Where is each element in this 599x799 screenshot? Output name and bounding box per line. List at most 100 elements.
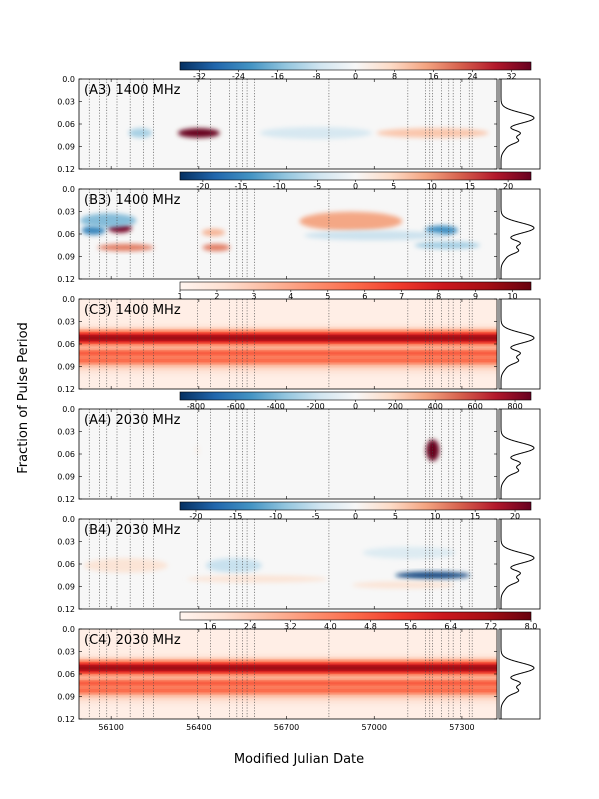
colorbar-tick-label: 9 — [473, 292, 478, 301]
heatmap-row — [79, 318, 497, 321]
x-axis — [110, 409, 463, 499]
heatmap-row — [79, 360, 497, 363]
heatmap-row — [79, 369, 497, 372]
colorbar-gradient — [179, 281, 532, 291]
y-tick-label: 0.12 — [57, 275, 75, 284]
heatmap-row — [79, 351, 497, 354]
y-tick-label: 0.0 — [62, 185, 75, 194]
y-tick-label: 0.12 — [57, 385, 75, 394]
heatmap-row — [79, 716, 497, 718]
x-axis: 56100 56400 56700 57000 57300 — [98, 629, 475, 732]
y-tick-label: 0.03 — [57, 98, 75, 107]
profile-panel — [498, 298, 541, 390]
heatmap-row — [79, 671, 497, 673]
heatmap-row — [79, 665, 497, 667]
heatmap-row — [79, 302, 497, 304]
colorbar-tick-label: 16 — [428, 72, 438, 81]
heatmap-feature — [128, 128, 153, 138]
heatmap-row — [79, 344, 497, 346]
y-tick-label: 0.06 — [57, 120, 75, 129]
y-tick-label: 0.03 — [57, 428, 75, 437]
heatmap-row — [79, 639, 497, 642]
colorbar-tick-label: 800 — [507, 402, 522, 411]
heatmap-row — [79, 303, 497, 306]
heatmap-row — [79, 381, 497, 384]
heatmap-row — [79, 350, 497, 352]
heatmap-row — [79, 356, 497, 358]
heatmap-row — [79, 383, 497, 385]
heatmap-row — [79, 377, 497, 379]
y-tick-label: 0.12 — [57, 715, 75, 724]
heatmap-row — [79, 636, 497, 639]
heatmap-row — [79, 347, 497, 349]
colorbar-tick-label: 0 — [353, 182, 358, 191]
heatmap-row — [79, 713, 497, 715]
observation-epochs — [88, 519, 473, 609]
colorbar-tick-label: 3 — [251, 292, 256, 301]
heatmap-row — [79, 329, 497, 331]
heatmap-row — [79, 641, 497, 643]
heatmap-row — [79, 698, 497, 700]
panel-5: -20 -15 -10 -5 0 5 10 15 20 0.0 0.03 0.06 0.09 0.12 (B… — [57, 501, 541, 614]
colorbar-tick-label: 8 — [392, 72, 397, 81]
heatmap-row — [79, 689, 497, 691]
heatmap-row — [79, 711, 497, 714]
heatmap-feature — [259, 127, 372, 139]
heatmap-feature — [299, 211, 403, 231]
colorbar-tick-label: -10 — [269, 512, 282, 521]
heatmap-row — [79, 368, 497, 370]
colorbar-tick-label: 5 — [391, 182, 396, 191]
heatmap-row — [79, 647, 497, 649]
colorbar-tick-label: 8 — [436, 292, 441, 301]
profile-line — [500, 189, 535, 279]
y-tick-label: 0.12 — [57, 495, 75, 504]
heatmap-row — [79, 336, 497, 339]
panel-4: -800 -600 -400 -200 0 200 400 600 800 0.0 0.03 0.06… — [57, 391, 541, 504]
heatmap-row — [79, 345, 497, 348]
heatmap-row — [79, 323, 497, 325]
panel-3: 1 2 3 4 5 6 7 8 9 10 0.0 0.03 0.06 0.09 0.12 (C3) 1400 … — [57, 281, 541, 394]
heatmap-row — [79, 695, 497, 697]
heatmap-row — [79, 684, 497, 687]
heatmap-row — [79, 650, 497, 652]
heatmap-row — [79, 633, 497, 636]
heatmap — [83, 546, 471, 589]
panel-label: (C3) 1400 MHz — [84, 303, 181, 318]
heatmap-row — [79, 687, 497, 690]
heatmap-feature — [81, 225, 106, 236]
colorbar-gradient — [179, 171, 532, 181]
y-tick-label: 0.09 — [57, 583, 75, 592]
x-axis — [110, 189, 463, 279]
heatmap-feature — [187, 575, 328, 583]
profile-panel — [498, 188, 541, 280]
heatmap-row — [79, 648, 497, 651]
heatmap-row — [79, 371, 497, 373]
heatmap-row — [79, 315, 497, 318]
heatmap-feature — [362, 546, 457, 559]
heatmap — [194, 439, 440, 462]
panel-label: (A4) 2030 MHz — [84, 413, 181, 428]
heatmap-row — [79, 348, 497, 351]
heatmap-row — [79, 333, 497, 336]
heatmap-feature — [352, 581, 455, 589]
colorbar-tick-label: 7 — [399, 292, 404, 301]
heatmap-row — [79, 380, 497, 382]
heatmap-row — [79, 662, 497, 664]
y-tick-label: 0.09 — [57, 473, 75, 482]
colorbar-tick-label: 5.6 — [404, 622, 417, 631]
heatmap-row — [79, 683, 497, 685]
heatmap-row — [79, 708, 497, 711]
heatmap-row — [79, 699, 497, 702]
panels: -32 -24 -16 -8 0 8 16 24 320.00.030.060.090.12(A… — [57, 61, 541, 732]
colorbar-tick-label: 32 — [506, 72, 516, 81]
colorbar: 1 2 3 4 5 6 7 8 9 10 — [177, 281, 532, 301]
heatmap-row — [79, 660, 497, 663]
profile-panel — [498, 518, 541, 610]
heatmap-row — [79, 677, 497, 679]
colorbar: -32 -24 -16 -8 0 8 16 24 32 — [179, 61, 532, 81]
colorbar-tick-label: -16 — [271, 72, 284, 81]
colorbar: -20 -15 -10 -5 0 5 10 15 20 — [179, 171, 532, 191]
heatmap-row — [79, 714, 497, 717]
colorbar-tick-label: 15 — [465, 182, 475, 191]
